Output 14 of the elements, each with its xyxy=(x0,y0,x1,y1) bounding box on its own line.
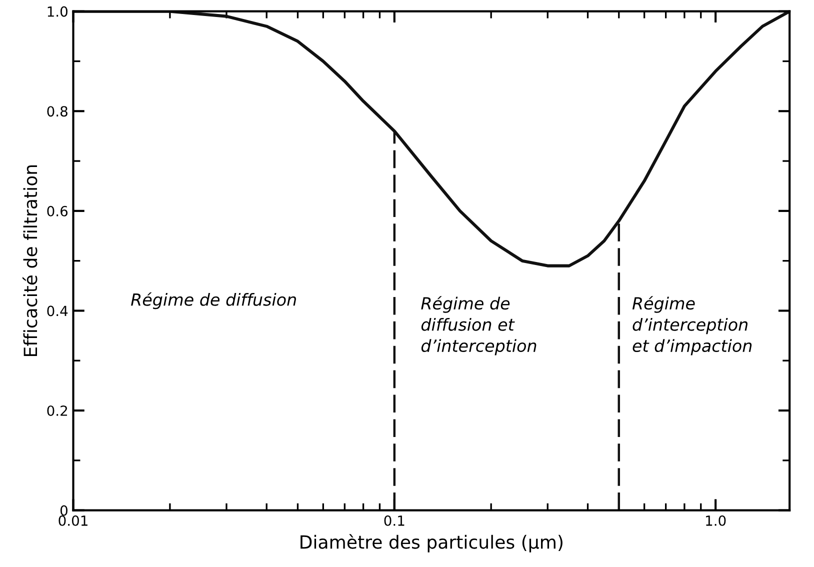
annotation: Régime de diffusion xyxy=(131,292,296,310)
y-tick-label: 0.8 xyxy=(47,106,68,117)
y-tick-label: 0 xyxy=(60,505,68,516)
x-tick-label: 0.1 xyxy=(384,515,404,526)
x-tick-label: 1.0 xyxy=(706,515,726,526)
y-tick-label: 0.6 xyxy=(47,206,68,216)
y-tick-label: 0.2 xyxy=(47,405,68,416)
y-axis-title: Efficacité de filtration xyxy=(22,165,38,356)
y-tick-label: 0.4 xyxy=(47,306,68,316)
x-tick-label: 0.01 xyxy=(58,515,88,526)
x-axis-title: Diamètre des particules (µm) xyxy=(300,534,562,552)
y-tick-label: 1.0 xyxy=(48,6,68,17)
annotation: Régime d’interception et d’impaction xyxy=(632,296,752,356)
annotation: Régime de diffusion et d’interception xyxy=(421,296,536,356)
